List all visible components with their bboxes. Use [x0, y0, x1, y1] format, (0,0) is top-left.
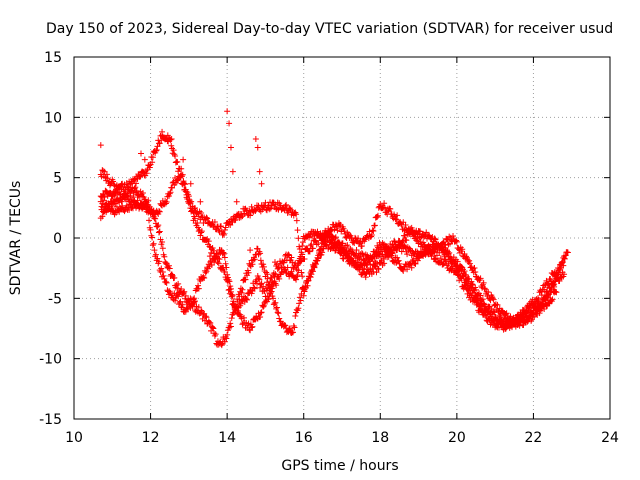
data-point: [396, 261, 402, 267]
chart-title: Day 150 of 2023, Sidereal Day-to-day VTE…: [46, 21, 613, 37]
data-point: [203, 268, 209, 274]
data-point: [151, 241, 157, 247]
x-tick-label: 24: [601, 430, 619, 446]
data-point: [292, 313, 298, 319]
data-point: [227, 320, 233, 326]
data-point: [180, 157, 186, 163]
x-tick-label: 18: [371, 430, 389, 446]
y-axis-label: SDTVAR / TECUs: [8, 181, 24, 296]
y-tick-label: 15: [44, 50, 62, 66]
data-point: [295, 227, 301, 233]
data-point: [197, 199, 203, 205]
data-point: [150, 242, 156, 248]
data-point: [295, 235, 301, 241]
data-point: [238, 285, 244, 291]
x-tick-label: 16: [295, 430, 313, 446]
y-tick-label: 10: [44, 110, 62, 126]
data-point: [299, 273, 305, 279]
data-point: [275, 309, 281, 315]
data-point: [275, 266, 281, 272]
data-point: [159, 129, 165, 135]
data-point: [259, 181, 265, 187]
x-tick-label: 12: [142, 430, 160, 446]
data-point: [161, 273, 167, 279]
data-point: [146, 217, 152, 223]
data-point: [188, 181, 194, 187]
x-axis-label: GPS time / hours: [281, 458, 398, 474]
x-tick-label: 14: [218, 430, 236, 446]
data-point: [160, 245, 166, 251]
data-point: [174, 159, 180, 165]
y-tick-label: -10: [39, 352, 62, 368]
data-point: [156, 229, 162, 235]
data-point: [296, 300, 302, 306]
data-point: [216, 260, 222, 266]
data-point: [276, 316, 282, 322]
data-point: [374, 214, 380, 220]
data-point: [247, 247, 253, 253]
data-point: [151, 247, 157, 253]
data-point: [229, 315, 235, 321]
data-point: [294, 307, 300, 313]
x-tick-label: 20: [448, 430, 466, 446]
y-tick-label: 0: [53, 231, 62, 247]
sdtvar-chart: Day 150 of 2023, Sidereal Day-to-day VTE…: [0, 0, 640, 480]
data-point: [98, 142, 104, 148]
data-point: [255, 145, 261, 151]
y-tick-label: 5: [53, 171, 62, 187]
y-tick-label: -5: [48, 291, 62, 307]
data-point: [224, 108, 230, 114]
x-tick-label: 22: [525, 430, 543, 446]
data-points: [98, 108, 571, 348]
data-point: [163, 279, 169, 285]
data-point: [257, 169, 263, 175]
data-point: [294, 218, 300, 224]
data-point: [230, 169, 236, 175]
data-point: [228, 145, 234, 151]
data-point: [142, 157, 148, 163]
data-point: [468, 264, 474, 270]
data-point: [370, 228, 376, 234]
data-point: [261, 303, 267, 309]
data-point: [234, 199, 240, 205]
data-point: [253, 136, 259, 142]
data-point: [260, 304, 266, 310]
data-point: [138, 151, 144, 157]
y-tick-label: -15: [39, 412, 62, 428]
data-point: [297, 294, 303, 300]
x-tick-label: 10: [65, 430, 83, 446]
